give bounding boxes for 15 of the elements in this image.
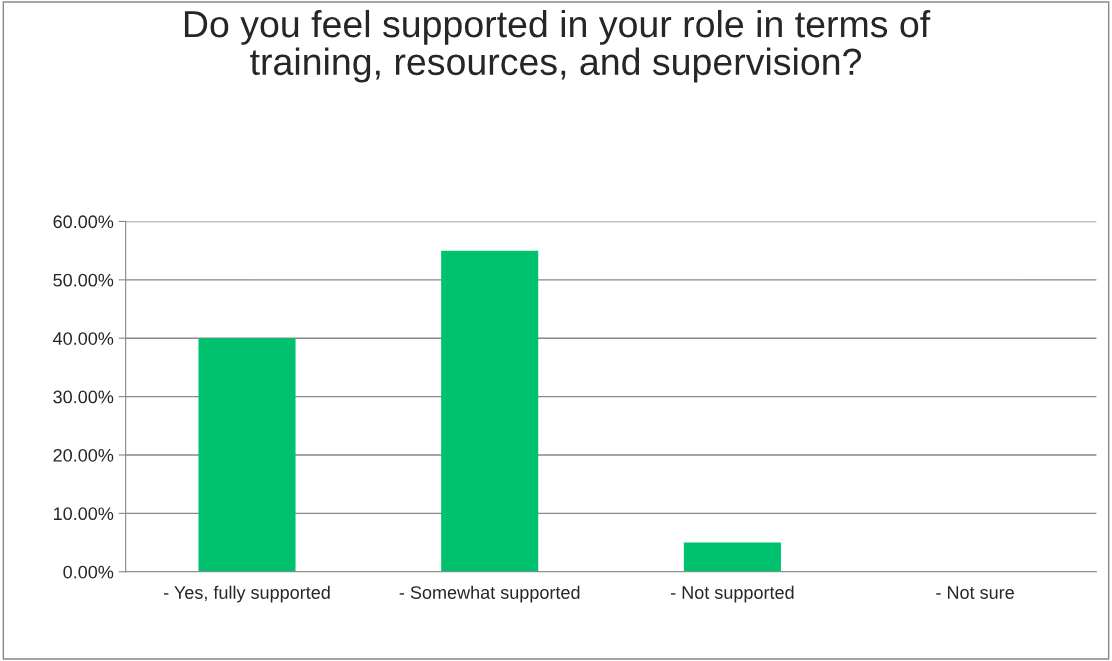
x-tick-label: - Not supported [670,585,794,603]
bar [441,250,539,572]
y-tick-label: 20.00% [53,448,114,462]
y-tick-label: 60.00% [53,215,114,229]
bar [683,542,781,572]
chart-title: Do you feel supported in your role in terms of training, resources, and supervision? [184,9,931,83]
x-tick-label: - Yes, fully supported [163,585,330,603]
x-tick-label: - Not sure [936,586,1014,599]
y-tick-label: 40.00% [53,332,114,345]
x-tick-label: - Somewhat supported [399,585,580,603]
y-tick-label: 10.00% [53,507,114,521]
y-tick-label: 50.00% [53,273,114,287]
bar [198,338,296,572]
y-tick-label: 30.00% [53,390,114,404]
y-tick-label: 0.00% [63,565,114,579]
